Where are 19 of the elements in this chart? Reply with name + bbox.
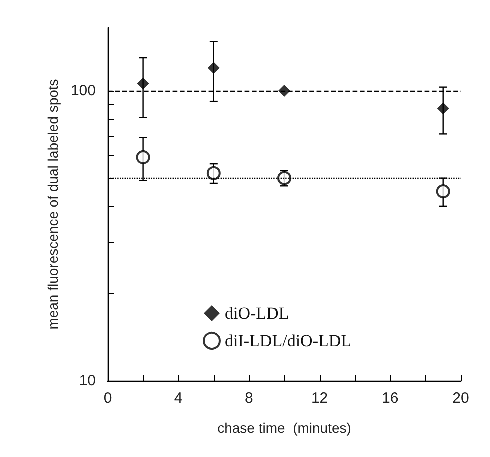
point xyxy=(278,85,290,98)
legend-label: diO-LDL xyxy=(225,304,290,323)
y-axis-title: mean fluorescence of dual labeled spots xyxy=(45,79,62,330)
x-tick-label: 12 xyxy=(311,390,328,407)
point xyxy=(437,102,450,115)
x-axis-title: chase time (minutes) xyxy=(218,420,352,436)
point xyxy=(136,150,150,164)
x-tick-label: 0 xyxy=(104,390,112,407)
x-tick-label: 16 xyxy=(382,390,399,407)
x-tick-label: 4 xyxy=(174,390,183,407)
x-tick-label: 8 xyxy=(245,390,254,407)
legend-label: diI-LDL/diO-LDL xyxy=(225,332,352,350)
x-tick-label: 20 xyxy=(452,390,470,407)
point xyxy=(206,166,221,180)
y-tick-label: 100 xyxy=(70,82,96,100)
y-tick-label: 10 xyxy=(79,372,96,390)
point xyxy=(137,78,150,90)
point xyxy=(208,62,220,74)
point xyxy=(436,184,450,199)
